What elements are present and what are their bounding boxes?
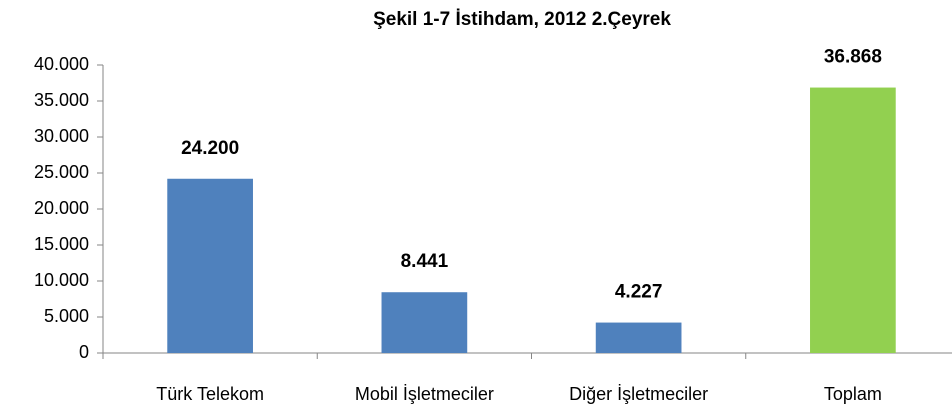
chart-title: Şekil 1-7 İstihdam, 2012 2.Çeyrek <box>373 9 671 30</box>
x-tick-label: Türk Telekom <box>156 384 264 404</box>
y-tick-label: 10.000 <box>34 270 89 290</box>
y-tick-label: 40.000 <box>34 54 89 74</box>
value-label: 24.200 <box>181 138 239 159</box>
bar <box>381 292 468 353</box>
y-tick-label: 25.000 <box>34 162 89 182</box>
bar <box>810 87 896 353</box>
value-label: 8.441 <box>401 251 449 272</box>
y-tick-label: 20.000 <box>34 198 89 218</box>
bar <box>167 178 253 353</box>
x-tick-label: Diğer İşletmeciler <box>569 384 708 404</box>
y-tick-label: 35.000 <box>34 90 89 110</box>
y-tick-label: 15.000 <box>34 234 89 254</box>
x-tick-label: Toplam <box>824 384 882 404</box>
value-label: 4.227 <box>615 282 663 303</box>
y-tick-label: 0 <box>79 342 89 362</box>
x-tick-label: Mobil İşletmeciler <box>355 384 494 404</box>
value-label: 36.868 <box>824 47 882 68</box>
bar <box>595 322 682 353</box>
y-tick-label: 30.000 <box>34 126 89 146</box>
y-tick-label: 5.000 <box>44 306 89 326</box>
